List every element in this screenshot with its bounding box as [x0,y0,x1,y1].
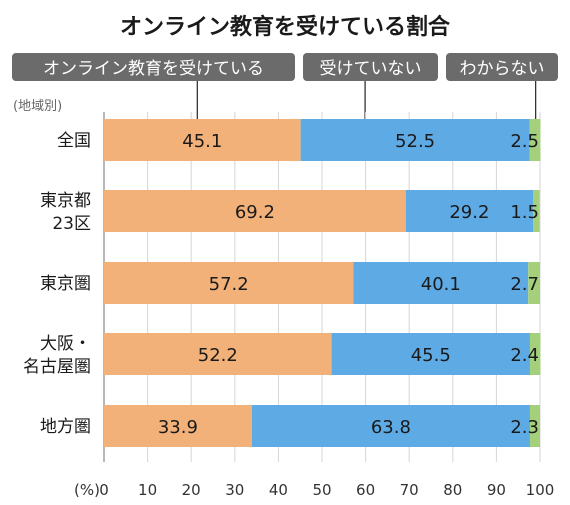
bar-segment [353,262,529,304]
x-tick-label: 50 [312,481,331,499]
bar-segment [528,262,540,304]
x-tick-label: 20 [182,481,201,499]
category-label: 東京都 [40,191,91,211]
category-label: 名古屋圏 [23,357,91,377]
data-label: 33.9 [158,417,198,438]
bar-segment [104,262,354,304]
category-label: 地方圏 [40,417,91,437]
data-label: 40.1 [421,274,461,295]
axis-unit-label: (%) [74,481,100,499]
legend-label: 受けていない [320,59,422,79]
data-label: 45.1 [182,131,222,152]
data-label: 52.5 [395,131,435,152]
legend-box [446,53,558,81]
bar-segment [300,119,530,161]
legend-label: オンライン教育を受けている [43,59,264,79]
x-tick-label: 90 [487,481,506,499]
bar-segment [405,190,534,232]
bar-segment [529,333,541,375]
bar-segment [529,119,541,161]
data-label: 29.2 [449,202,489,223]
bars: 45.1 52.5 2.5 69.2 29.2 1.5 57.2 40.1 2.7 52.2 45.… [104,119,541,447]
legend-label: わからない [460,59,545,79]
legend-box [303,53,438,81]
bar-segment [251,405,530,447]
x-axis: (%) 0 10 20 30 40 50 60 70 80 90 100 [74,481,554,499]
x-tick-label: 60 [356,481,375,499]
data-label: 57.2 [209,274,249,295]
legend-box [12,53,295,81]
data-label: 2.5 [510,131,539,152]
bar-segment [533,190,540,232]
data-label: 45.5 [411,345,451,366]
data-label: 2.4 [510,345,539,366]
data-label: 1.5 [510,202,539,223]
x-tick-label: 80 [443,481,462,499]
bar-segment [104,119,301,161]
x-tick-label: 70 [400,481,419,499]
x-tick-label: 30 [225,481,244,499]
data-label: 2.7 [510,274,539,295]
legend: オンライン教育を受けている 受けていない わからない [12,53,558,127]
category-label: 23区 [52,214,91,234]
category-label: 東京圏 [40,274,91,294]
x-tick-label: 40 [269,481,288,499]
bar-segment [104,190,406,232]
category-label: 大阪・ [40,334,91,354]
chart-title: オンライン教育を受けている割合 [120,14,451,40]
category-label: 全国 [57,131,91,151]
bar-segment [529,405,540,447]
x-tick-label: 0 [99,481,109,499]
group-header: (地域別) [13,99,62,114]
x-tick-label: 100 [526,481,555,499]
bar-segment [104,333,332,375]
data-label: 63.8 [371,417,411,438]
data-label: 2.3 [510,417,539,438]
bar-segment [104,405,252,447]
x-tick-label: 10 [138,481,157,499]
bar-segment [331,333,530,375]
data-label: 69.2 [235,202,275,223]
data-label: 52.2 [198,345,238,366]
